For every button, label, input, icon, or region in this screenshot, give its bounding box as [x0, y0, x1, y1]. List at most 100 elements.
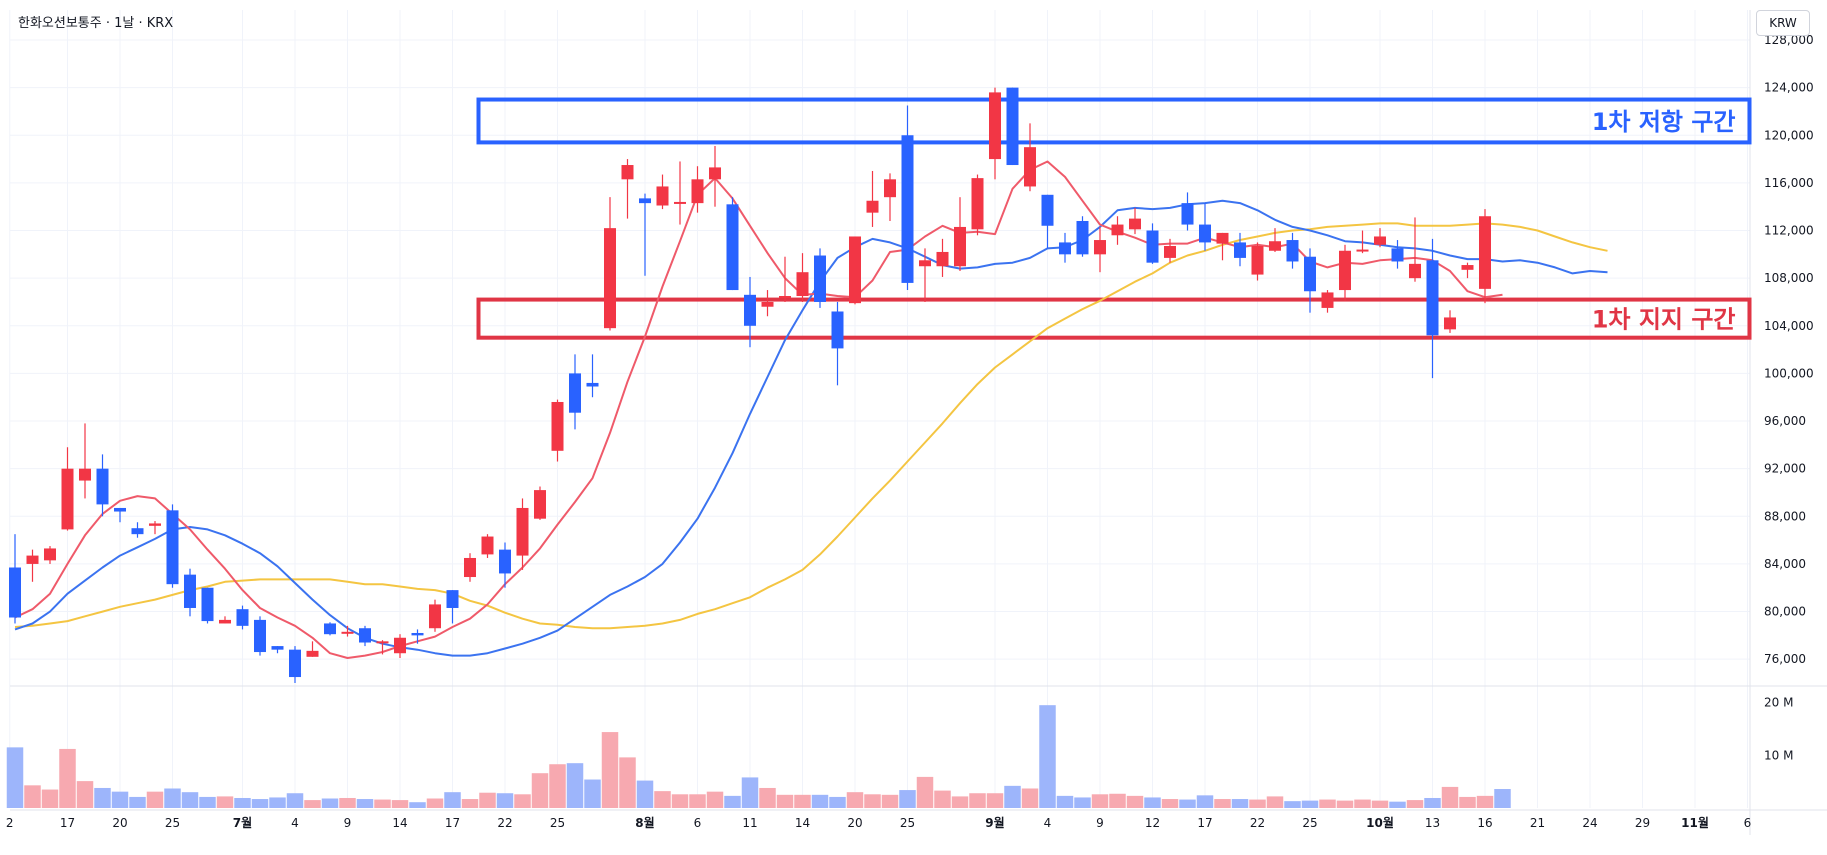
candle-body[interactable] [1059, 242, 1071, 255]
candle-body[interactable] [551, 401, 564, 451]
candle-body[interactable] [429, 604, 441, 629]
candle-body[interactable] [1356, 249, 1369, 252]
candle-body[interactable] [1426, 260, 1439, 336]
candle-body[interactable] [1164, 245, 1176, 258]
candle-body[interactable] [464, 557, 476, 578]
candle-body[interactable] [936, 251, 949, 267]
candle-body[interactable] [1181, 203, 1194, 225]
volume-bar [1284, 801, 1301, 808]
volume-bar [881, 794, 899, 808]
candle-body[interactable] [779, 296, 791, 299]
candle-body[interactable] [1269, 241, 1281, 251]
candle-body[interactable] [1234, 242, 1246, 258]
candle-body[interactable] [901, 135, 914, 283]
candle-body[interactable] [569, 373, 581, 413]
candle-body[interactable] [306, 650, 319, 657]
time-tick-label: 16 [1477, 816, 1492, 830]
candle-body[interactable] [656, 186, 669, 206]
candle-body[interactable] [376, 641, 389, 644]
candle-body[interactable] [9, 567, 21, 618]
candle-body[interactable] [1391, 248, 1404, 262]
candle-body[interactable] [394, 637, 406, 654]
volume-bar [1371, 800, 1389, 808]
volume-bar [1144, 797, 1161, 808]
candle-body[interactable] [79, 468, 91, 481]
candle-body[interactable] [919, 260, 931, 267]
candle-body[interactable] [621, 165, 634, 180]
candle-body[interactable] [586, 382, 599, 387]
candle-body[interactable] [1304, 256, 1316, 292]
candle-body[interactable] [1129, 218, 1141, 230]
candle-body[interactable] [814, 255, 826, 302]
candle-body[interactable] [831, 311, 844, 349]
candle-body[interactable] [1006, 87, 1019, 166]
candle-body[interactable] [411, 632, 424, 636]
candle-body[interactable] [1024, 147, 1036, 187]
candle-body[interactable] [989, 92, 1001, 160]
candle-body[interactable] [96, 468, 109, 505]
candle-body[interactable] [1199, 224, 1211, 243]
candle-body[interactable] [1461, 265, 1474, 270]
candle-body[interactable] [796, 272, 809, 297]
candle-body[interactable] [639, 198, 651, 204]
candle-body[interactable] [1094, 240, 1106, 255]
candle-body[interactable] [866, 200, 879, 213]
candle-body[interactable] [849, 236, 861, 304]
candle-body[interactable] [1339, 250, 1351, 291]
candle-body[interactable] [1374, 236, 1386, 245]
candle-body[interactable] [219, 619, 231, 624]
candle-body[interactable] [516, 507, 529, 556]
candle-body[interactable] [446, 590, 459, 608]
candle-body[interactable] [166, 510, 179, 585]
candle-body[interactable] [61, 468, 74, 530]
candle-body[interactable] [884, 179, 896, 198]
volume-bar [409, 802, 426, 808]
price-tick-label: 88,000 [1764, 509, 1806, 523]
candle-body[interactable] [761, 301, 774, 307]
candle-body[interactable] [1041, 194, 1054, 226]
candle-body[interactable] [744, 294, 756, 326]
candle-body[interactable] [1444, 317, 1456, 330]
candle-body[interactable] [201, 587, 214, 622]
candle-body[interactable] [971, 178, 984, 230]
candle-body[interactable] [324, 623, 336, 635]
candle-body[interactable] [499, 549, 511, 574]
volume-bar [146, 791, 164, 808]
candle-body[interactable] [726, 204, 739, 291]
candle-body[interactable] [1216, 232, 1229, 244]
volume-bar [829, 796, 846, 808]
candle-body[interactable] [359, 628, 371, 643]
candle-body[interactable] [149, 523, 161, 526]
candle-body[interactable] [26, 555, 39, 564]
price-tick-label: 100,000 [1764, 366, 1814, 380]
candle-body[interactable] [114, 507, 126, 512]
candle-body[interactable] [289, 649, 301, 678]
candle-body[interactable] [1251, 245, 1264, 275]
volume-bar [619, 757, 636, 808]
candle-body[interactable] [184, 574, 196, 608]
candle-body[interactable] [1286, 240, 1299, 262]
candle-body[interactable] [271, 646, 284, 650]
candle-body[interactable] [954, 226, 966, 267]
candle-body[interactable] [1111, 224, 1124, 236]
candle-body[interactable] [1479, 216, 1491, 289]
volume-bar [1301, 800, 1319, 808]
candle-body[interactable] [709, 167, 721, 180]
candle-body[interactable] [44, 548, 56, 561]
candle-body[interactable] [236, 609, 249, 626]
candle-body[interactable] [534, 490, 546, 519]
currency-button[interactable]: KRW [1756, 10, 1810, 36]
candle-body[interactable] [1146, 230, 1159, 263]
volume-tick-label: 10 M [1764, 748, 1793, 762]
candle-body[interactable] [604, 228, 616, 329]
candle-body[interactable] [131, 528, 144, 535]
candle-body[interactable] [341, 631, 354, 634]
candle-body[interactable] [481, 536, 494, 555]
candle-body[interactable] [674, 201, 686, 204]
candle-body[interactable] [1321, 292, 1334, 308]
candle-body[interactable] [1076, 220, 1089, 255]
candle-body[interactable] [254, 619, 266, 653]
candle-body[interactable] [691, 179, 704, 204]
candle-body[interactable] [1409, 263, 1421, 279]
